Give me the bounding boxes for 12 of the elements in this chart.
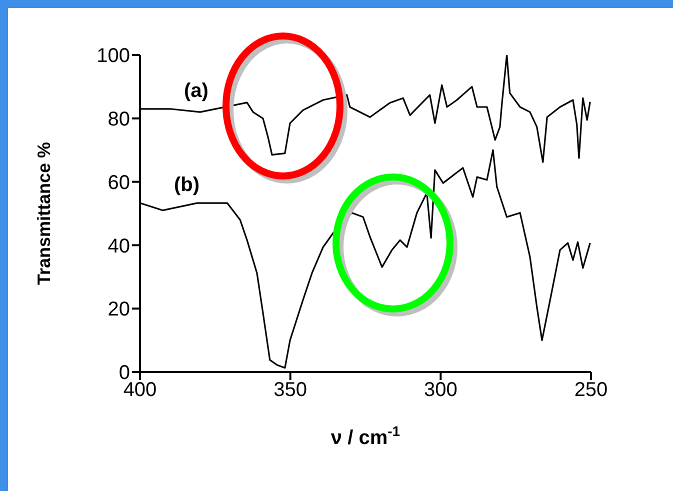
y-tick-label: 20 xyxy=(108,298,130,321)
y-tick-label: 80 xyxy=(108,108,130,130)
series-label: (a) xyxy=(184,80,208,102)
x-axis-title: ν / cm$^{-1}$ xyxy=(330,423,400,449)
x-tick-label: 250 xyxy=(574,379,608,402)
y-axis-title: Transmittance % xyxy=(34,142,54,286)
y-tick-label: 100 xyxy=(96,45,130,68)
y-tick-label: 60 xyxy=(108,172,130,194)
x-tick-label: 350 xyxy=(274,379,308,402)
series-label: (b) xyxy=(174,174,200,196)
y-tick-label: 40 xyxy=(108,235,130,258)
x-tick-label: 300 xyxy=(424,379,458,402)
